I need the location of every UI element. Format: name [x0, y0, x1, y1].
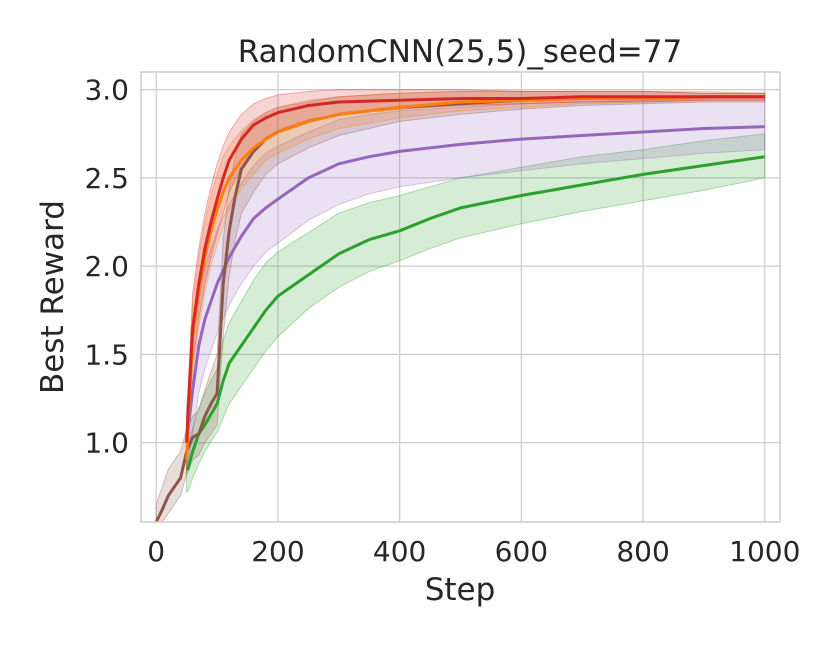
x-tick-label: 1000: [729, 535, 800, 568]
x-tick-labels: 0 200 400 600 800 1000: [147, 535, 800, 568]
x-tick-label: 600: [495, 535, 548, 568]
series-band-1: [186, 96, 766, 475]
x-tick-label: 0: [147, 535, 165, 568]
y-tick-label: 2.5: [84, 162, 129, 195]
series-line-0: [186, 155, 766, 471]
y-tick-label: 1.5: [84, 338, 129, 371]
plot-frame: [140, 71, 781, 523]
series-line-1: [185, 125, 765, 443]
y-tick-labels: 1.0 1.5 2.0 2.5 3.0: [84, 74, 129, 460]
x-axis-label: Step: [425, 572, 496, 608]
x-tick-label: 800: [616, 535, 669, 568]
y-axis-label: Best Reward: [35, 200, 71, 394]
series-band-3: [186, 90, 766, 478]
x-tick-label: 200: [251, 535, 304, 568]
series-line-4: [185, 95, 765, 443]
x-tick-label: 400: [373, 535, 426, 568]
chart-title: RandomCNN(25,5)_seed=77: [238, 34, 682, 70]
series-band-2: [155, 90, 766, 523]
plot-area: [141, 72, 780, 522]
series-band-4: [186, 89, 766, 470]
series-band-0: [186, 133, 766, 493]
y-tick-label: 3.0: [84, 74, 129, 107]
y-tick-label: 1.0: [84, 427, 129, 460]
y-tick-label: 2.0: [84, 250, 129, 283]
confidence-bands: [155, 89, 766, 523]
series-lines: [154, 95, 766, 523]
